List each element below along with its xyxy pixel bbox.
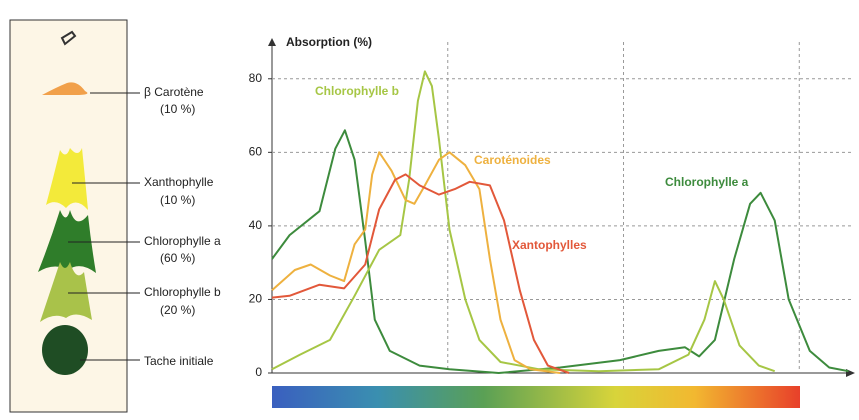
band-label: Chlorophylle b bbox=[144, 285, 221, 299]
band-share: (60 %) bbox=[160, 251, 195, 265]
band-label: Tache initiale bbox=[144, 354, 214, 368]
series-label: Chlorophylle a bbox=[665, 175, 749, 189]
y-tick-label: 80 bbox=[249, 71, 263, 85]
series-line bbox=[271, 173, 570, 374]
band-label: β Carotène bbox=[144, 85, 204, 99]
y-tick-label: 40 bbox=[249, 218, 263, 232]
series-label: Chlorophylle b bbox=[315, 84, 399, 98]
band-chlorophyll-a bbox=[38, 210, 96, 273]
clip bbox=[60, 30, 77, 46]
y-axis-title: Absorption (%) bbox=[286, 35, 372, 49]
band-share: (10 %) bbox=[160, 102, 195, 116]
spectrum-bar bbox=[272, 386, 800, 408]
series-line bbox=[271, 129, 849, 374]
band-label: Chlorophylle a bbox=[144, 234, 221, 248]
band-share: (10 %) bbox=[160, 193, 195, 207]
band-xanthophyll bbox=[46, 148, 88, 210]
series-label: Xantophylles bbox=[512, 238, 587, 252]
series-line bbox=[271, 151, 561, 374]
initial-spot bbox=[42, 325, 88, 375]
band-label: Xanthophylle bbox=[144, 175, 214, 189]
band-chlorophyll-b bbox=[40, 262, 92, 322]
band-carotene bbox=[42, 82, 88, 95]
y-arrow bbox=[268, 38, 276, 46]
strip: β Carotène (10 %) Xanthophylle (10 %) Ch… bbox=[9, 19, 221, 413]
y-tick-label: 20 bbox=[249, 292, 263, 306]
series-label: Caroténoides bbox=[474, 153, 551, 167]
y-tick-label: 60 bbox=[249, 145, 263, 159]
y-tick-label: 0 bbox=[255, 365, 262, 379]
band-share: (20 %) bbox=[160, 303, 195, 317]
series-line bbox=[271, 70, 776, 373]
